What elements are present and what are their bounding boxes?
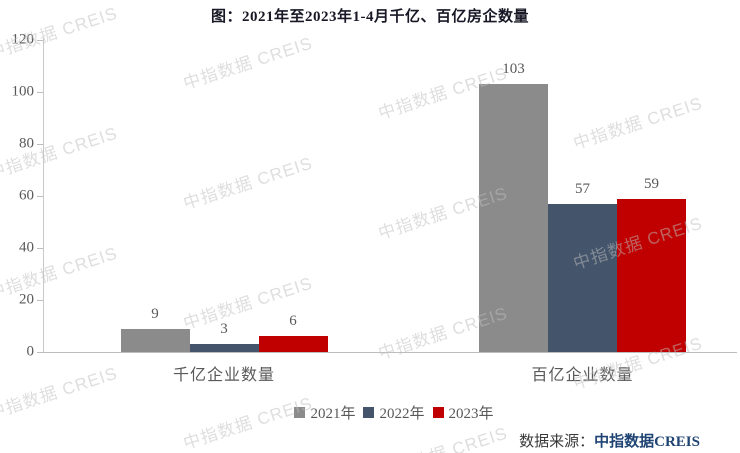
legend-item-2021年: 2021年 [294, 402, 355, 423]
watermark-text: 中指数据 CREIS [180, 153, 315, 214]
bar-value-label: 59 [644, 175, 659, 192]
y-tick-label: 20 [19, 291, 34, 308]
category-label: 百亿企业数量 [531, 367, 634, 384]
watermark-text: 中指数据 CREIS [180, 33, 315, 94]
bar-value-label: 103 [502, 61, 525, 78]
legend-swatch [294, 407, 306, 418]
y-tick-label: 40 [19, 239, 34, 256]
chart-title: 图：2021年至2023年1-4月千亿、百亿房企数量 [211, 9, 529, 25]
watermark-text: 中指数据 CREIS [570, 93, 705, 154]
watermark-text: 中指数据 CREIS [0, 123, 120, 184]
bar-2022年-百亿企业数量 [548, 203, 617, 352]
y-tick-mark [37, 352, 43, 353]
bar-value-label: 9 [151, 305, 159, 322]
legend: 2021年 2022年 2023年 [48, 402, 740, 423]
legend-label: 2021年 [310, 406, 356, 422]
y-tick-mark [37, 248, 43, 249]
bar-2021年-千亿企业数量 [120, 328, 190, 352]
y-tick-mark [37, 92, 43, 93]
y-tick-label: 60 [19, 187, 34, 204]
data-source-prefix: 数据来源： [519, 434, 595, 450]
legend-item-2023年: 2023年 [432, 402, 494, 423]
bar-value-label: 3 [220, 321, 228, 338]
bar-2022年-千亿企业数量 [189, 344, 259, 352]
data-source: 数据来源：中指数据CREIS [519, 430, 700, 451]
category-label: 千亿企业数量 [172, 367, 275, 384]
y-tick-label: 120 [11, 31, 35, 48]
data-source-name: 中指数据CREIS [594, 434, 700, 450]
bar-2021年-百亿企业数量 [479, 84, 548, 352]
y-tick-mark [37, 144, 43, 145]
watermark-text: 中指数据 CREIS [374, 419, 510, 453]
bar-2023年-千亿企业数量 [258, 336, 328, 352]
bar-value-label: 6 [289, 313, 297, 330]
legend-item-2022年: 2022年 [363, 402, 425, 423]
legend-swatch [363, 407, 375, 418]
y-tick-label: 0 [26, 343, 35, 360]
legend-label: 2023年 [448, 406, 494, 422]
legend-label: 2022年 [379, 406, 425, 422]
x-axis-line [43, 352, 737, 353]
bar-2023年-百亿企业数量 [617, 198, 686, 352]
y-tick-label: 80 [19, 135, 34, 152]
bar-value-label: 57 [575, 180, 590, 197]
y-tick-label: 100 [11, 83, 35, 100]
legend-swatch [432, 407, 444, 418]
y-tick-mark [37, 196, 43, 197]
y-tick-mark [37, 300, 43, 301]
y-axis-line [43, 38, 44, 352]
y-tick-mark [37, 40, 43, 41]
